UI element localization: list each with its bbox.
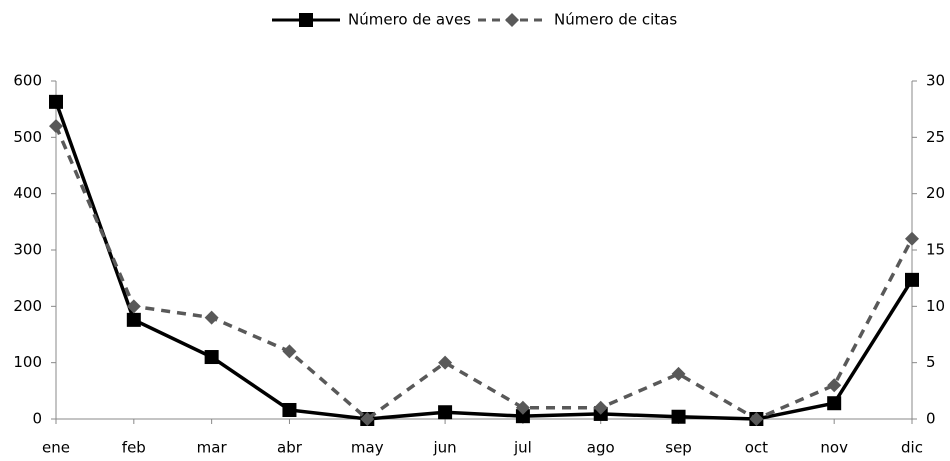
y2-tick-label: 5 [926, 353, 936, 371]
point [49, 119, 63, 134]
y2-tick-label: 0 [926, 410, 936, 428]
y-tick-label: 600 [13, 72, 42, 90]
point [204, 310, 219, 325]
point [827, 378, 842, 393]
x-tick-label: may [351, 439, 384, 457]
point [126, 312, 141, 327]
point [515, 400, 530, 415]
x-tick-label: nov [820, 439, 848, 457]
legend-marker [505, 13, 519, 27]
x-tick-label: dic [901, 439, 923, 457]
x-tick-label: ago [587, 439, 615, 457]
x-tick-label: jun [432, 439, 456, 457]
y-tick-label: 400 [13, 184, 42, 202]
legend-label: Número de citas [554, 11, 677, 29]
y-tick-label: 200 [13, 297, 42, 315]
point [204, 350, 219, 365]
y2-tick-label: 10 [926, 297, 945, 315]
point [360, 412, 375, 426]
y2-tick-label: 20 [926, 184, 945, 202]
x-tick-label: feb [122, 439, 146, 457]
y2-tick-label: 30 [926, 72, 945, 90]
point [905, 231, 919, 246]
point [49, 94, 63, 109]
point [671, 366, 686, 381]
point [438, 405, 453, 420]
point [126, 299, 141, 314]
point [515, 409, 530, 424]
y2-tick-label: 15 [926, 241, 945, 259]
y-tick-label: 100 [13, 353, 42, 371]
x-tick-label: oct [745, 439, 768, 457]
x-tick-label: mar [197, 439, 228, 457]
series-line [54, 101, 914, 421]
point [749, 412, 764, 426]
x-tick-label: abr [277, 439, 303, 457]
y-tick-label: 300 [13, 241, 42, 259]
point [282, 402, 297, 417]
y2-tick-label: 25 [926, 128, 945, 146]
y-tick-label: 500 [13, 128, 42, 146]
point [593, 400, 608, 415]
series-line [54, 125, 914, 422]
x-tick-label: jul [513, 439, 532, 457]
point [438, 355, 453, 370]
x-tick-label: ene [42, 439, 70, 457]
point [827, 396, 842, 411]
point [905, 272, 919, 287]
point [671, 409, 686, 424]
point [282, 344, 297, 359]
y-tick-label: 0 [32, 410, 42, 428]
x-tick-label: sep [665, 439, 692, 457]
legend-label: Número de aves [348, 11, 471, 29]
legend-marker [299, 13, 313, 27]
